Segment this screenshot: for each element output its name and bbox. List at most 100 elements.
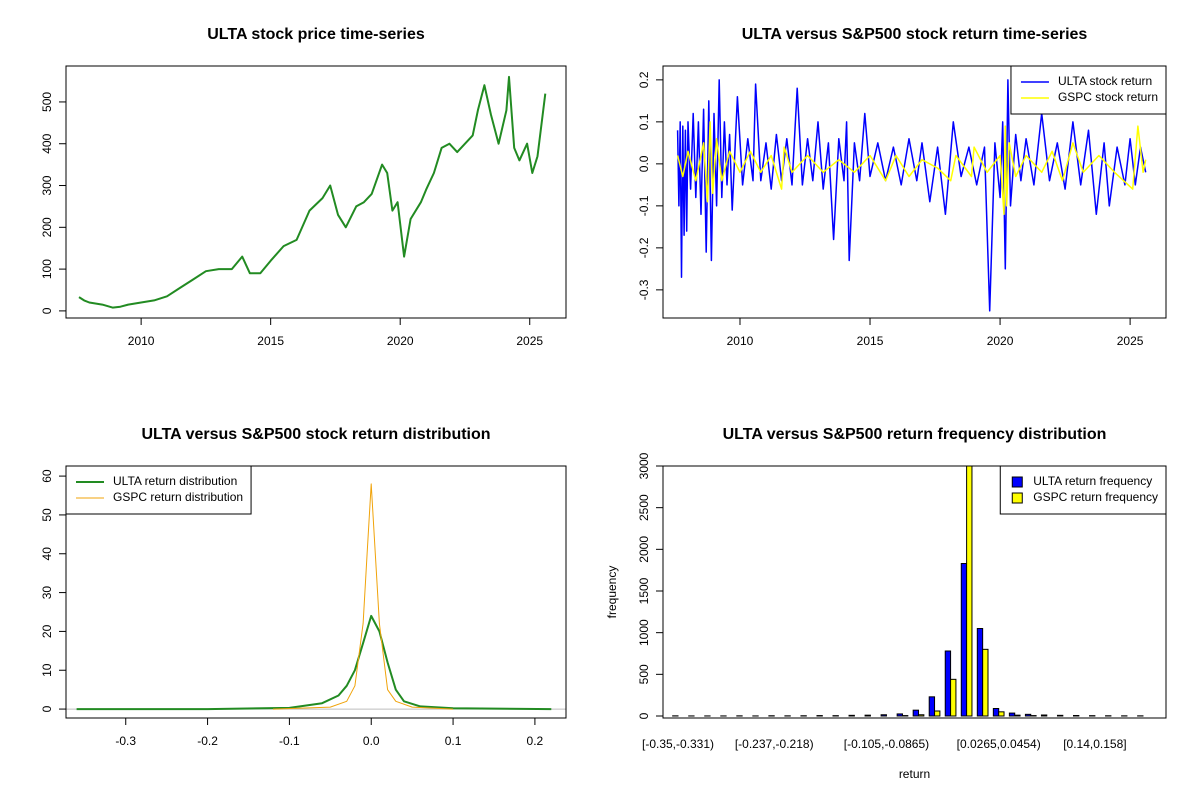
x-tick-label: [-0.237,-0.218) xyxy=(735,737,814,751)
legend: ULTA return frequency GSPC return frequen… xyxy=(999,465,1167,515)
series-line xyxy=(676,121,1147,216)
x-tick-label: [-0.35,-0.331) xyxy=(642,737,714,751)
x-tick-label: 2025 xyxy=(516,334,543,348)
series-line xyxy=(78,75,547,309)
bar xyxy=(918,714,925,717)
x-tick-label: -0.1 xyxy=(279,734,300,748)
y-tick-label: 500 xyxy=(40,92,54,112)
x-tick-label: 2010 xyxy=(727,334,754,348)
bar xyxy=(982,648,989,717)
y-tick-label: -0.2 xyxy=(637,237,651,258)
panel: ULTA stock price time-series 0 100 200 300 40… xyxy=(40,26,567,348)
bar xyxy=(880,714,887,717)
y-tick-label: 0 xyxy=(637,712,651,719)
legend-box xyxy=(999,465,1167,515)
y-tick-label: 20 xyxy=(40,624,54,638)
x-tick-label: [0.14,0.158] xyxy=(1063,737,1126,751)
bar xyxy=(966,466,973,717)
plot-frame xyxy=(662,465,1167,719)
panel: ULTA versus S&P500 stock return distribu… xyxy=(40,426,567,748)
x-tick-label: -0.2 xyxy=(197,734,218,748)
x-tick-label: 0.0 xyxy=(363,734,380,748)
series-line xyxy=(76,614,552,711)
bar xyxy=(992,708,1000,717)
chart-title: ULTA versus S&P500 stock return distribu… xyxy=(141,426,490,443)
y-tick-label: 0.2 xyxy=(637,71,651,88)
bar xyxy=(928,696,936,717)
x-tick-label: 0.1 xyxy=(445,734,462,748)
y-tick-label: 500 xyxy=(637,664,651,684)
y-tick-label: 2000 xyxy=(637,536,651,563)
legend: ULTA stock return GSPC stock return xyxy=(1010,65,1167,115)
y-tick-label: -0.3 xyxy=(637,279,651,300)
y-tick-label: 0.1 xyxy=(637,113,651,130)
y-tick-label: 30 xyxy=(40,586,54,600)
y-tick-label: -0.1 xyxy=(637,195,651,216)
x-tick-label: -0.3 xyxy=(115,734,136,748)
y-tick-label: 0.0 xyxy=(637,155,651,172)
bar xyxy=(1073,715,1080,717)
y-axis-label: frequency xyxy=(605,566,619,619)
bar xyxy=(1056,714,1064,717)
y-tick-label: 300 xyxy=(40,175,54,195)
x-axis-label: return xyxy=(899,767,930,781)
y-tick-label: 10 xyxy=(40,663,54,677)
y-tick-label: 200 xyxy=(40,217,54,237)
legend-label: GSPC stock return xyxy=(1058,90,1158,104)
y-tick-label: 50 xyxy=(40,508,54,522)
x-tick-label: 2020 xyxy=(387,334,414,348)
x-tick-label: 2025 xyxy=(1117,334,1144,348)
y-tick-label: 0 xyxy=(40,307,54,314)
bar xyxy=(960,563,968,717)
legend-box xyxy=(1010,65,1167,115)
plot-area xyxy=(676,79,1147,312)
legend-swatch xyxy=(1011,492,1023,504)
panel: ULTA versus S&P500 return frequency dist… xyxy=(605,426,1167,781)
legend-label: ULTA stock return xyxy=(1058,74,1152,88)
x-tick-label: 0.2 xyxy=(527,734,544,748)
bar xyxy=(864,714,871,717)
y-tick-label: 1500 xyxy=(637,577,651,604)
x-tick-label: [0.0265,0.0454) xyxy=(957,737,1041,751)
panel: ULTA versus S&P500 stock return time-ser… xyxy=(637,26,1167,348)
bar xyxy=(896,713,903,717)
legend: ULTA return distribution GSPC return dist… xyxy=(65,465,252,515)
plot-frame xyxy=(65,465,567,719)
x-tick-label: 2015 xyxy=(257,334,284,348)
legend-box xyxy=(65,465,252,515)
series-line xyxy=(676,79,1147,312)
x-tick-label: [-0.105,-0.0865) xyxy=(844,737,929,751)
bar xyxy=(950,678,957,717)
plot-frame xyxy=(662,65,1167,319)
bar xyxy=(998,711,1005,717)
bar xyxy=(848,714,855,717)
y-tick-label: 2500 xyxy=(637,494,651,521)
x-tick-label: 2010 xyxy=(128,334,155,348)
bar xyxy=(1008,712,1016,717)
y-tick-label: 3000 xyxy=(637,452,651,479)
legend-label: GSPC return frequency xyxy=(1033,490,1158,504)
y-tick-label: 100 xyxy=(40,259,54,279)
plot-frame xyxy=(65,65,567,319)
plot-area xyxy=(66,483,566,711)
chart-title: ULTA stock price time-series xyxy=(207,26,425,43)
y-tick-label: 0 xyxy=(40,705,54,712)
x-tick-label: 2020 xyxy=(987,334,1014,348)
bar xyxy=(1014,714,1021,717)
legend-label: ULTA return distribution xyxy=(113,474,237,488)
plot-area xyxy=(672,466,1144,717)
x-tick-label: 2015 xyxy=(857,334,884,348)
chart-title: ULTA versus S&P500 return frequency dist… xyxy=(723,426,1107,443)
legend-label: GSPC return distribution xyxy=(113,490,243,504)
bar xyxy=(976,628,984,717)
plot-area xyxy=(78,75,547,309)
y-tick-label: 40 xyxy=(40,547,54,561)
series-line xyxy=(272,483,454,710)
y-tick-label: 400 xyxy=(40,133,54,153)
chart-title: ULTA versus S&P500 stock return time-ser… xyxy=(742,26,1088,43)
bar xyxy=(1040,714,1048,717)
bar xyxy=(934,710,941,717)
bar xyxy=(1024,713,1032,717)
